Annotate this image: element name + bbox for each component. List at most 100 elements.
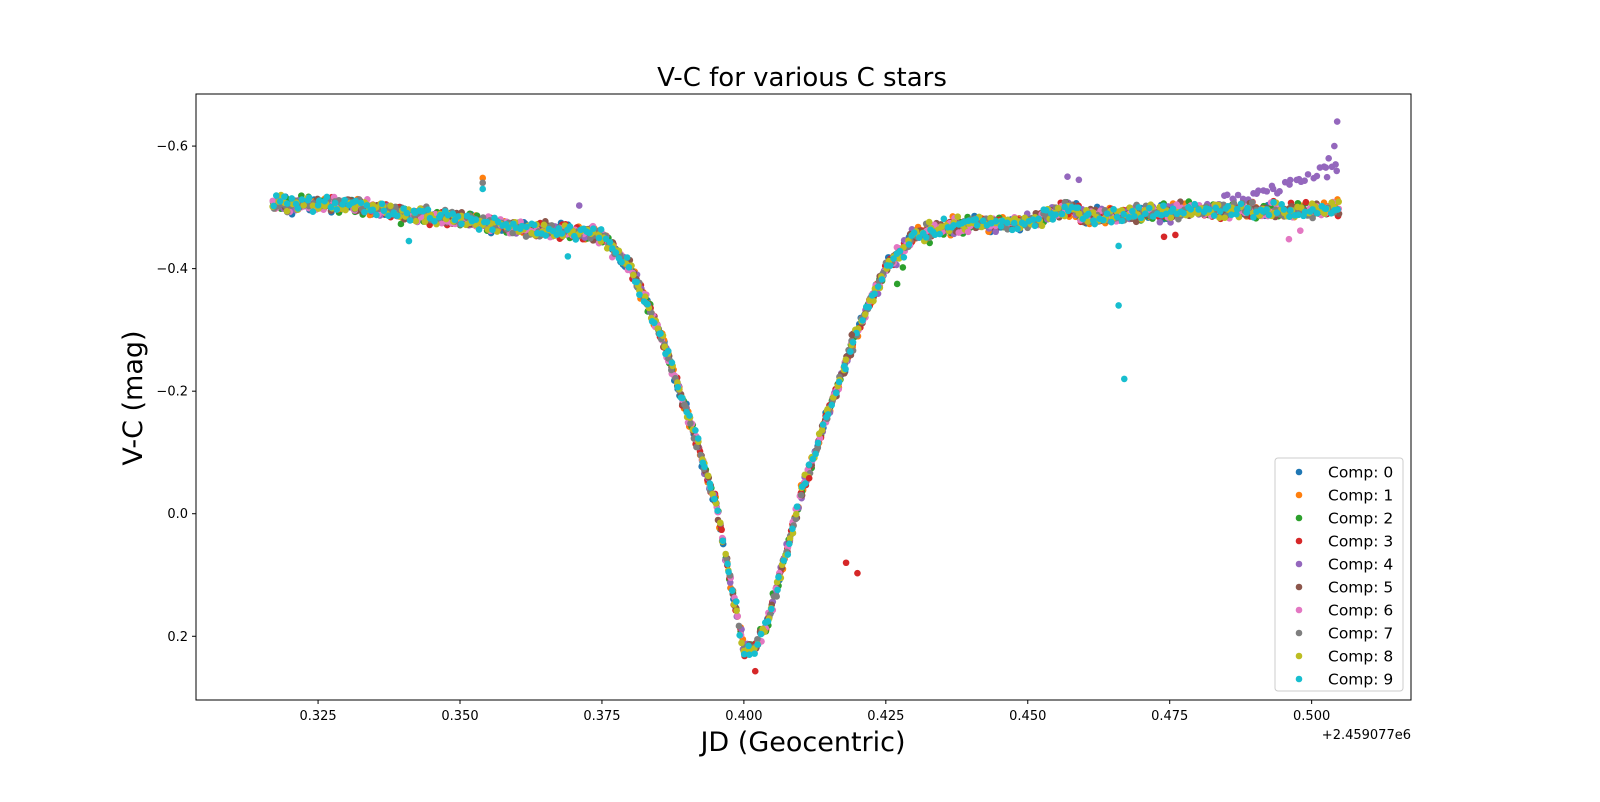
data-point — [726, 579, 734, 586]
data-point — [774, 586, 781, 594]
outlier-point — [751, 667, 759, 675]
data-point — [718, 526, 725, 534]
data-point — [522, 233, 530, 240]
data-point — [361, 208, 368, 216]
legend-label: Comp: 4 — [1328, 556, 1393, 574]
data-point — [630, 271, 637, 279]
data-point — [458, 220, 465, 228]
data-point — [910, 229, 918, 236]
data-point — [664, 347, 672, 355]
data-point — [870, 297, 877, 305]
data-point — [1191, 200, 1198, 208]
legend-label: Comp: 8 — [1328, 648, 1393, 666]
data-point — [1195, 206, 1202, 213]
data-point — [1276, 188, 1283, 195]
legend-marker — [1295, 468, 1303, 476]
data-point — [1142, 210, 1149, 217]
data-point — [1145, 204, 1153, 212]
data-point — [309, 208, 317, 215]
data-point — [824, 405, 831, 413]
outlier-point — [1285, 235, 1293, 243]
outlier-point — [405, 237, 413, 245]
data-point — [590, 225, 597, 233]
data-point — [1187, 205, 1195, 213]
data-point — [936, 230, 943, 238]
data-point — [424, 206, 432, 213]
data-point — [1233, 205, 1241, 213]
outlier-point — [805, 474, 813, 482]
data-point — [746, 651, 753, 659]
data-point — [1029, 216, 1037, 223]
x-tick-label: 0.325 — [299, 709, 336, 724]
data-point — [1110, 205, 1117, 213]
data-point — [1273, 209, 1281, 216]
data-point — [421, 218, 429, 226]
data-point — [403, 209, 411, 217]
data-point — [1323, 173, 1331, 181]
data-point — [618, 258, 625, 266]
data-point — [1244, 204, 1251, 212]
data-point — [1322, 205, 1330, 212]
legend-marker — [1295, 675, 1303, 683]
data-point — [940, 215, 948, 223]
data-point — [309, 202, 317, 209]
legend-item: Comp: 3 — [1295, 533, 1393, 551]
data-point — [871, 290, 878, 298]
data-point — [509, 229, 516, 237]
series-comp-4 — [272, 161, 1341, 656]
data-point — [1169, 205, 1177, 213]
data-point — [633, 278, 640, 286]
data-point — [1031, 222, 1039, 230]
data-point — [419, 207, 427, 215]
data-point — [686, 412, 693, 419]
data-point — [784, 551, 792, 558]
y-axis-title: V-C (mag) — [118, 330, 149, 465]
outlier-point — [1075, 176, 1083, 184]
data-point — [1167, 214, 1175, 221]
legend-item: Comp: 5 — [1295, 579, 1393, 597]
data-point — [1237, 200, 1245, 208]
data-point — [725, 568, 732, 576]
series-comp-5 — [269, 195, 1343, 657]
data-point — [283, 207, 291, 215]
data-point — [1234, 191, 1242, 199]
data-point — [701, 463, 708, 471]
data-point — [979, 217, 987, 225]
data-point — [1108, 218, 1115, 226]
legend-label: Comp: 9 — [1328, 671, 1393, 689]
data-point — [1224, 203, 1232, 210]
data-point — [896, 247, 904, 255]
data-point — [1216, 208, 1224, 215]
legend: Comp: 0 Comp: 1 Comp: 2 Comp: 3 Comp: 4 Comp:… — [1274, 457, 1404, 692]
x-tick-label: 0.400 — [725, 709, 762, 724]
outlier-point — [575, 202, 583, 209]
data-point — [1167, 219, 1174, 226]
data-point — [861, 311, 869, 318]
data-point — [357, 199, 365, 207]
data-point — [736, 631, 743, 639]
data-point — [1263, 188, 1271, 195]
data-point — [281, 193, 288, 200]
data-point — [1125, 214, 1133, 221]
outlier-point — [1322, 164, 1330, 171]
data-point — [1084, 218, 1092, 225]
data-point — [711, 495, 718, 503]
data-point — [603, 244, 611, 252]
data-point — [342, 206, 349, 214]
outlier-point — [1120, 375, 1128, 383]
data-point — [489, 226, 496, 234]
series-comp-9 — [270, 192, 1341, 659]
outlier-point — [893, 280, 901, 288]
data-point — [572, 236, 580, 243]
data-point — [1216, 214, 1223, 222]
data-point — [1003, 219, 1011, 227]
data-point — [542, 232, 549, 239]
series-comp-8 — [269, 191, 1342, 655]
data-point — [553, 231, 561, 238]
data-point — [1295, 211, 1302, 219]
data-point — [733, 598, 740, 605]
outlier-point — [1296, 227, 1304, 234]
outlier-point — [1160, 233, 1168, 241]
series-comp-1 — [271, 194, 1341, 653]
legend-label: Comp: 3 — [1328, 533, 1393, 551]
